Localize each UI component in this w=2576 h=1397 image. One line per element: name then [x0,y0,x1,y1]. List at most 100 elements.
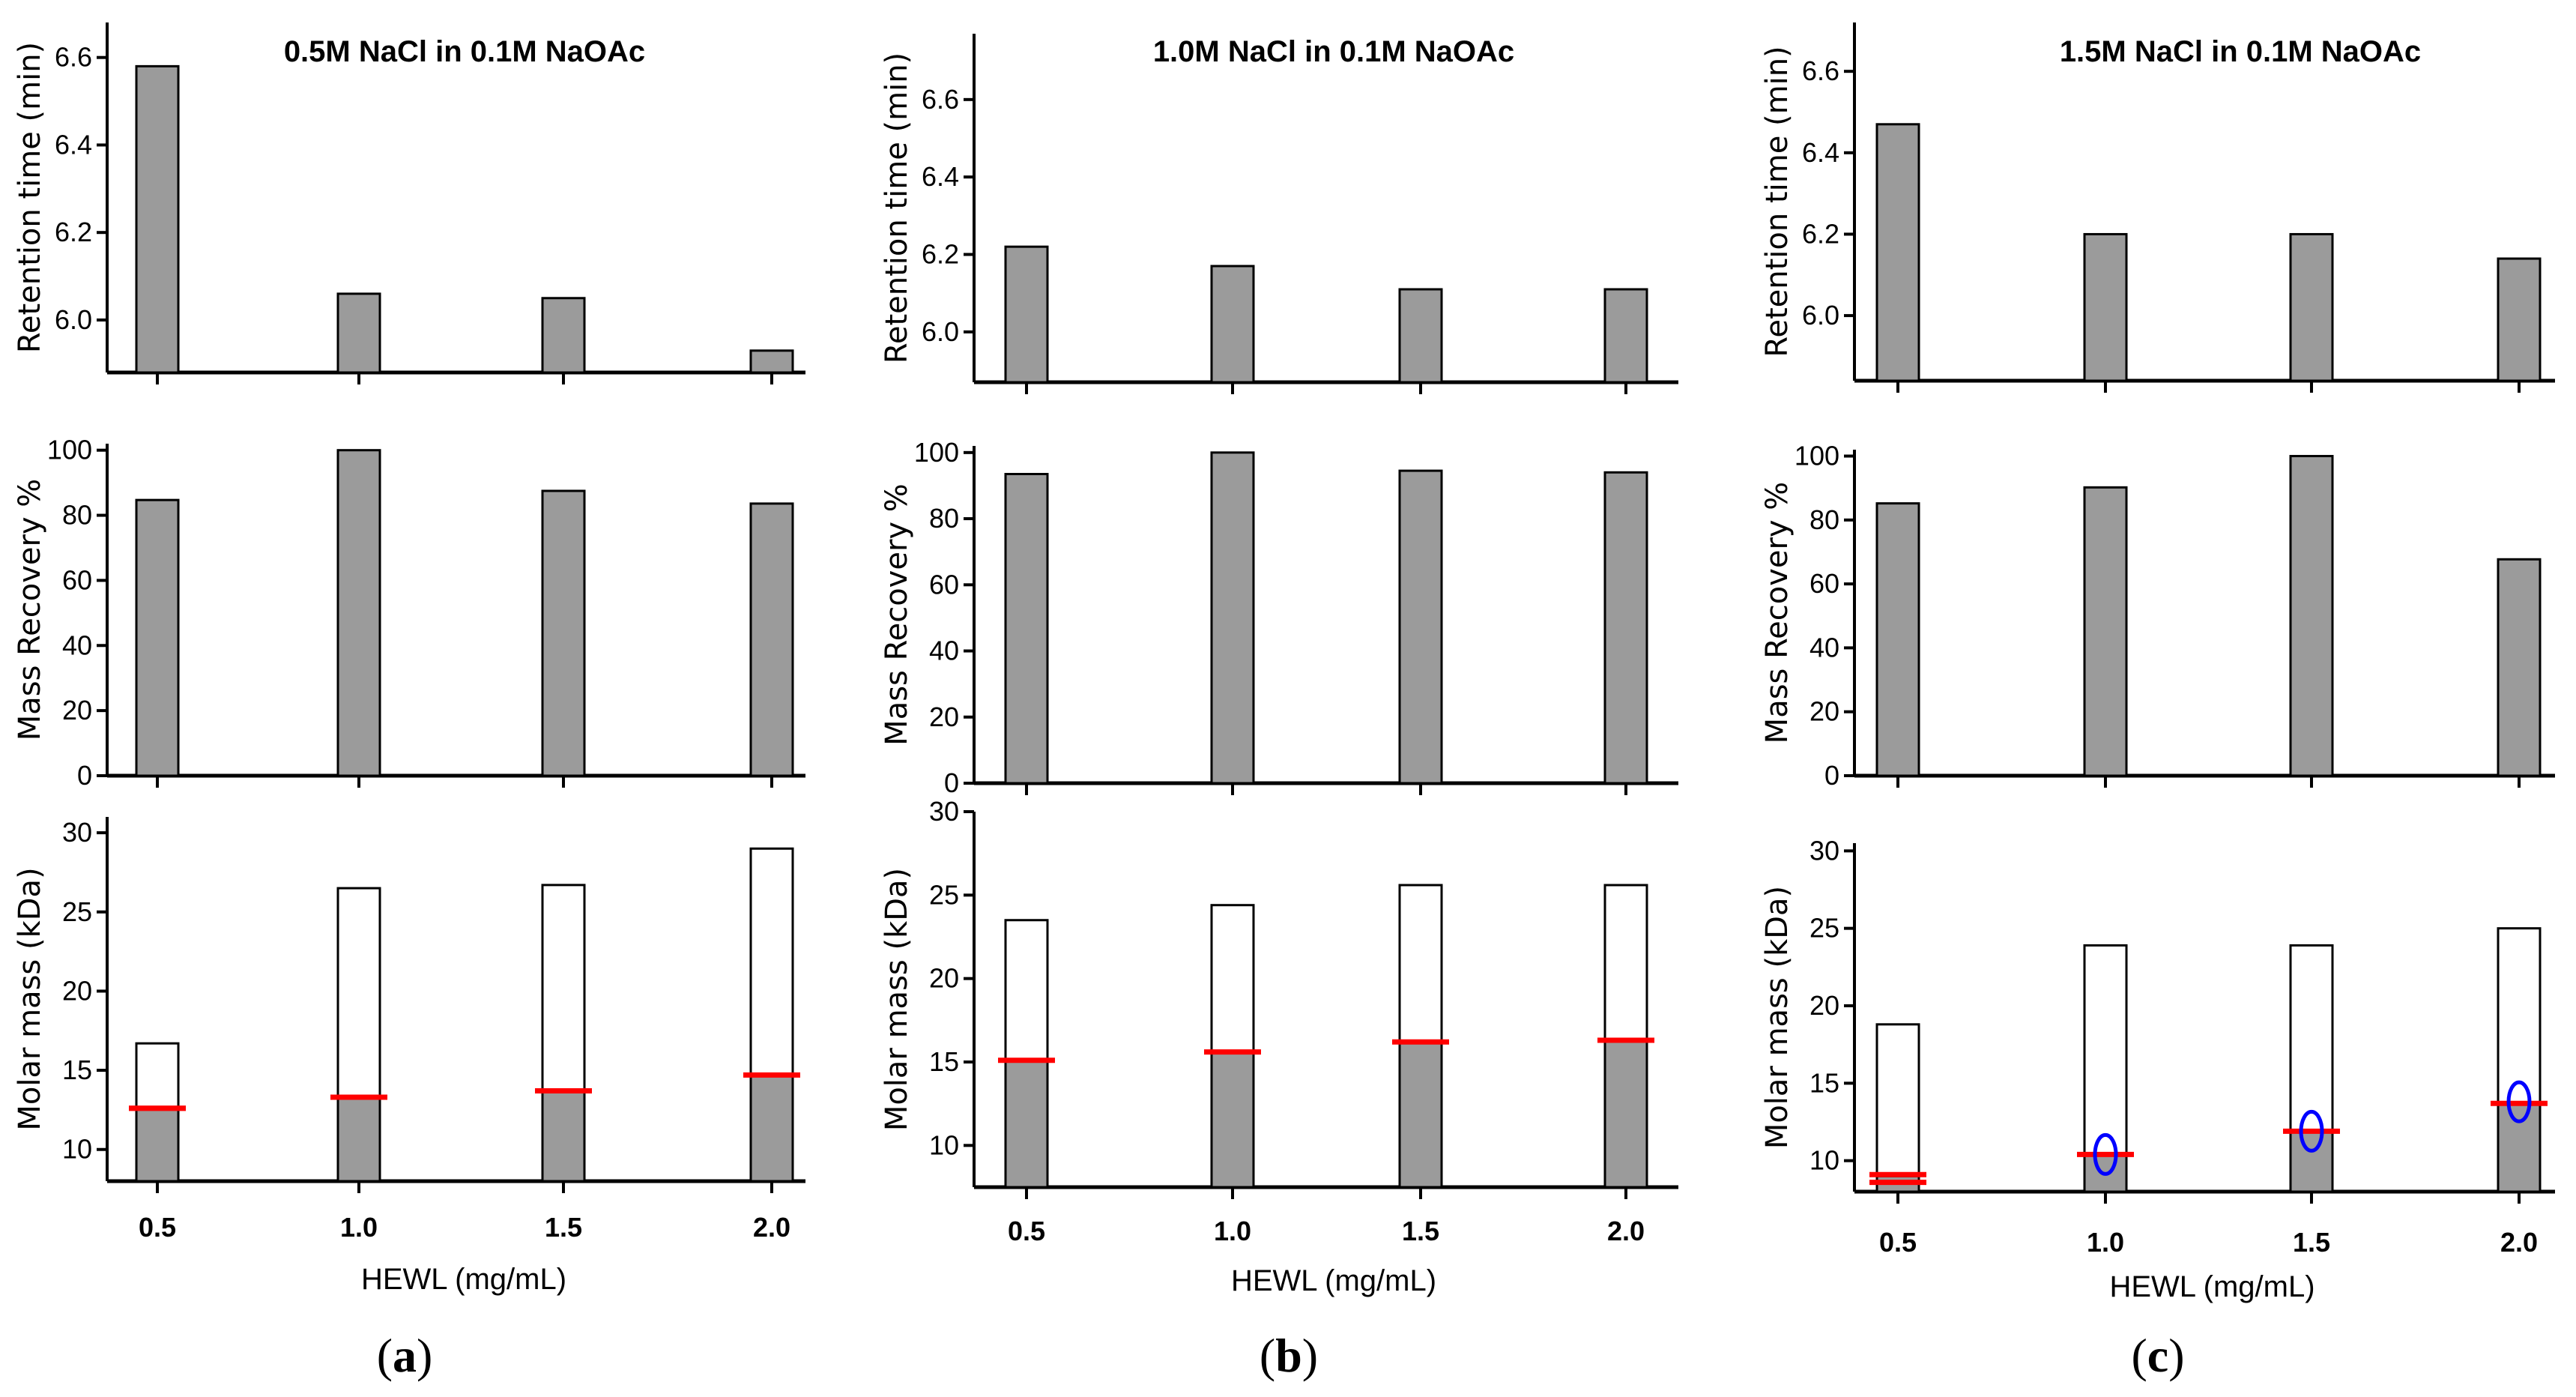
bar [1210,451,1255,785]
bar [1875,123,1920,382]
bar-filled [1210,1051,1255,1189]
bar [2497,257,2542,382]
bar [2083,232,2128,382]
y-tick-label: 80 [929,503,959,534]
y-axis-label: Mass Recovery % [13,479,47,741]
y-axis-label: Molar mass (kDa) [880,868,914,1131]
y-tick-label: 6.0 [922,316,959,347]
bar-filled [336,1096,381,1183]
chart-title: 0.5M NaCl in 0.1M NaOAc [284,35,645,68]
x-tick-label: 0.5 [1879,1227,1917,1258]
y-tick-label: 100 [914,437,959,468]
y-tick-label: 60 [929,569,959,600]
x-tick-label: 1.0 [2087,1227,2124,1258]
subplot-row-3: 10 15 20 25 30 Molar mass (kDa) [880,796,1678,1199]
bar-filled [749,1073,794,1183]
y-tick-label: 20 [929,963,959,994]
y-tick-label: 6.0 [55,304,92,335]
y-tick-label: 100 [1795,441,1839,471]
x-tick-label: 1.5 [2293,1227,2330,1258]
y-tick-label: 40 [62,630,92,660]
y-tick-label: 30 [62,817,92,848]
bar-filled [1603,1039,1648,1189]
x-tick-label: 0.5 [1008,1216,1045,1246]
y-tick-label: 60 [1809,568,1839,599]
y-axis-label: Retention time (min) [880,52,914,363]
y-axis-label: Molar mass (kDa) [13,867,47,1130]
y-tick-label: 10 [62,1134,92,1165]
y-tick-label: 25 [929,879,959,910]
y-axis-label: Retention time (min) [13,42,47,353]
x-tick-label: 2.0 [753,1212,790,1243]
y-axis-label: Retention time (min) [1760,46,1795,357]
y-tick-label: 6.6 [922,84,959,115]
blue-circle-marker [2506,1080,2532,1123]
chart-title: 1.5M NaCl in 0.1M NaOAc [2060,35,2421,68]
y-tick-label: 6.2 [55,217,92,247]
y-tick-label: 20 [62,695,92,725]
x-tick-label: 0.5 [139,1212,176,1243]
bar [336,449,381,777]
y-tick-label: 6.6 [55,42,92,73]
bar [2083,486,2128,777]
y-tick-label: 15 [62,1054,92,1085]
y-tick-label: 40 [1809,632,1839,663]
y-tick-label: 6.2 [1802,218,1839,249]
y-tick-label: 40 [929,636,959,666]
y-tick-label: 20 [1809,696,1839,727]
y-tick-label: 6.2 [922,239,959,270]
blue-circle-marker [2093,1132,2118,1176]
bar [2289,232,2334,382]
bar-outline [1875,1023,1920,1193]
bar [1603,471,1648,785]
y-tick-label: 0 [944,767,959,798]
y-tick-label: 0 [1824,760,1839,791]
y-tick-label: 80 [1809,504,1839,535]
y-tick-label: 30 [1809,835,1839,866]
y-tick-label: 30 [929,796,959,827]
y-tick-label: 10 [929,1129,959,1160]
y-tick-label: 20 [1809,990,1839,1021]
blue-circle-marker [2299,1109,2324,1153]
bar-filled [1398,1040,1443,1189]
y-tick-label: 20 [62,975,92,1006]
y-axis-label: Mass Recovery % [880,483,914,746]
panel-label: (c) [2131,1329,2184,1382]
x-tick-label: 2.0 [2500,1227,2538,1258]
bar-filled [541,1090,586,1183]
y-tick-label: 15 [1809,1067,1839,1098]
bar [135,498,180,777]
bar-filled [2289,1129,2334,1193]
y-tick-label: 100 [47,435,92,465]
x-axis-label: HEWL (mg/mL) [1231,1264,1436,1297]
bar-filled [135,1107,180,1183]
x-axis-label: HEWL (mg/mL) [361,1263,566,1296]
panel-label: (b) [1260,1329,1318,1382]
panel-label: (a) [377,1329,433,1382]
bar [1603,288,1648,384]
y-tick-label: 10 [1809,1145,1839,1176]
bar [336,292,381,374]
bar [749,502,794,777]
bar [541,297,586,374]
chart-panel-c: 1.5M NaCl in 0.1M NaOAc 6.0 6.2 6.4 6.6Reten… [1760,22,2555,1382]
y-tick-label: 60 [62,564,92,595]
subplot-row-3: 10 15 20 25 30 Molar mass (kDa) [13,817,805,1193]
x-tick-label: 1.0 [340,1212,378,1243]
bar [2289,455,2334,777]
bar [1398,469,1443,785]
y-tick-label: 20 [929,701,959,732]
bar-outline [2083,944,2128,1193]
y-tick-label: 80 [62,500,92,531]
y-axis-label: Mass Recovery % [1760,482,1795,744]
bar [1004,245,1049,384]
subplot-row-3: 10 15 20 25 30 Molar mass (kDa) [1760,835,2555,1204]
bar [1875,502,1920,777]
y-tick-label: 0 [77,760,92,791]
